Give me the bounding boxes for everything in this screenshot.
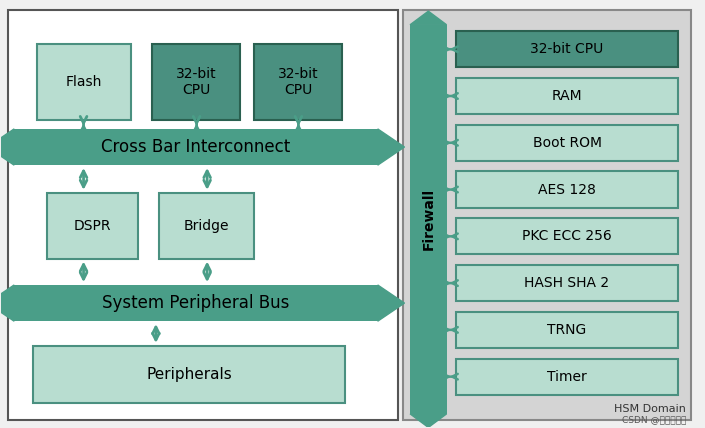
FancyBboxPatch shape [456,31,678,67]
FancyBboxPatch shape [456,78,678,114]
Text: Cross Bar Interconnect: Cross Bar Interconnect [102,138,290,156]
FancyBboxPatch shape [14,129,378,165]
Text: 32-bit
CPU: 32-bit CPU [278,67,319,97]
FancyBboxPatch shape [456,312,678,348]
Text: HASH SHA 2: HASH SHA 2 [525,276,610,290]
Text: RAM: RAM [552,89,582,103]
Text: 32-bit CPU: 32-bit CPU [530,42,603,56]
Text: Firewall: Firewall [422,188,436,250]
Polygon shape [378,285,405,321]
FancyBboxPatch shape [403,10,691,420]
Text: CSDN @快乐的肌图: CSDN @快乐的肌图 [622,416,686,425]
Text: 32-bit
CPU: 32-bit CPU [176,67,216,97]
FancyBboxPatch shape [456,218,678,254]
Text: Boot ROM: Boot ROM [532,136,601,150]
Polygon shape [378,129,405,165]
Text: PKC ECC 256: PKC ECC 256 [522,229,612,244]
Text: TRNG: TRNG [547,323,587,337]
Text: HSM Domain: HSM Domain [614,404,686,414]
Polygon shape [410,11,446,25]
Text: Timer: Timer [547,370,587,383]
FancyBboxPatch shape [33,346,345,403]
FancyBboxPatch shape [14,285,378,321]
Text: Peripherals: Peripherals [147,367,232,382]
Text: Flash: Flash [66,75,102,89]
Text: Bridge: Bridge [184,219,230,233]
Text: DSPR: DSPR [74,219,111,233]
Polygon shape [0,129,14,165]
FancyBboxPatch shape [255,44,342,120]
FancyBboxPatch shape [47,193,138,259]
FancyBboxPatch shape [456,359,678,395]
FancyBboxPatch shape [37,44,131,120]
FancyBboxPatch shape [456,125,678,161]
FancyBboxPatch shape [8,10,398,420]
FancyBboxPatch shape [456,265,678,301]
FancyBboxPatch shape [456,172,678,208]
FancyBboxPatch shape [152,44,240,120]
Text: AES 128: AES 128 [538,183,596,196]
Polygon shape [410,414,446,428]
FancyBboxPatch shape [159,193,255,259]
FancyBboxPatch shape [410,25,446,414]
Text: System Peripheral Bus: System Peripheral Bus [102,294,290,312]
Polygon shape [0,285,14,321]
